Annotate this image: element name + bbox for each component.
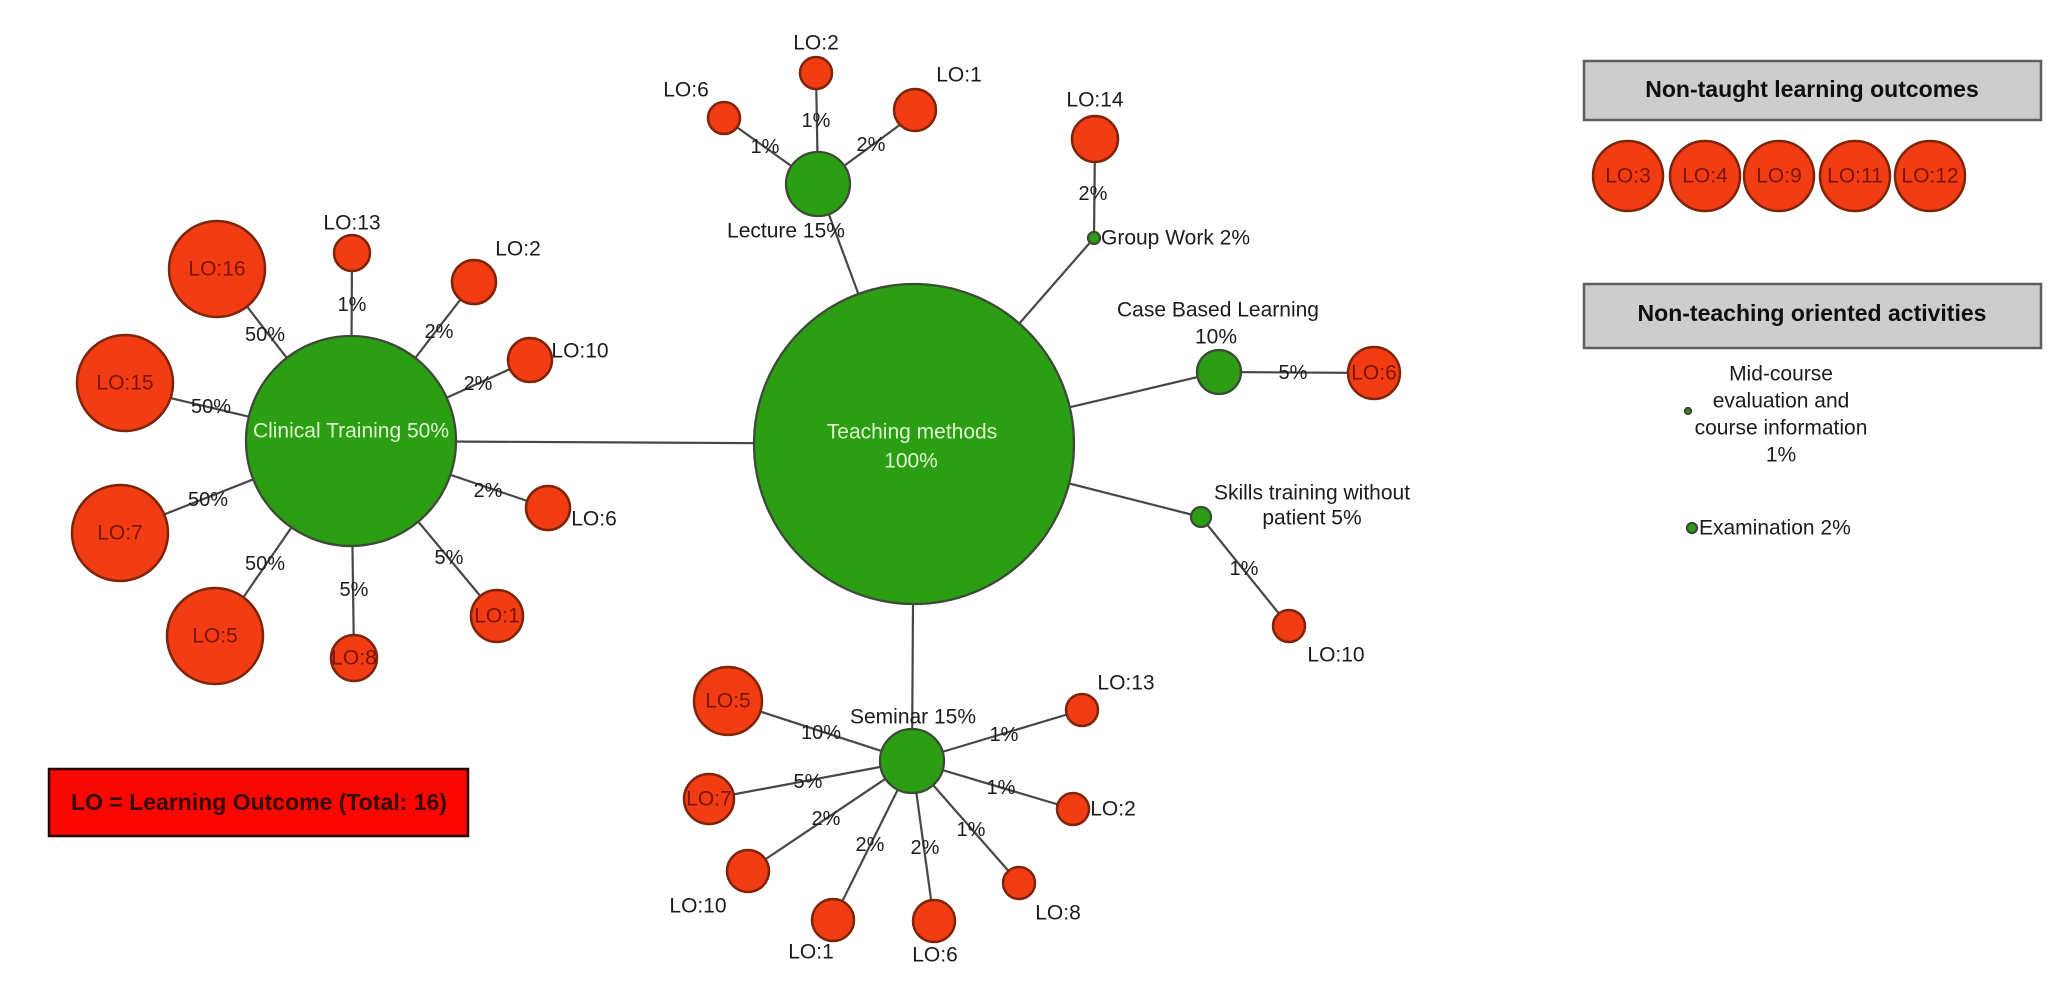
svg-text:LO:10: LO:10 [551, 340, 608, 363]
svg-text:1%: 1% [957, 819, 986, 841]
svg-text:50%: 50% [245, 553, 285, 575]
svg-text:course information: course information [1695, 417, 1868, 440]
svg-text:LO:7: LO:7 [686, 788, 732, 811]
svg-text:1%: 1% [990, 724, 1019, 746]
svg-text:Lecture 15%: Lecture 15% [727, 220, 845, 243]
svg-text:2%: 2% [464, 373, 493, 395]
svg-text:2%: 2% [857, 134, 886, 156]
svg-text:10%: 10% [1195, 326, 1237, 349]
svg-text:5%: 5% [794, 771, 823, 793]
svg-text:LO:9: LO:9 [1756, 165, 1802, 188]
svg-text:Non-taught learning outcomes: Non-taught learning outcomes [1645, 76, 1979, 102]
svg-text:Examination 2%: Examination 2% [1699, 517, 1851, 540]
svg-text:5%: 5% [340, 579, 369, 601]
svg-text:LO:1: LO:1 [936, 64, 982, 87]
svg-text:2%: 2% [425, 321, 454, 343]
svg-text:LO:10: LO:10 [1307, 644, 1364, 667]
svg-text:Teaching methods: Teaching methods [827, 421, 997, 444]
svg-text:LO = Learning Outcome (Total:: LO = Learning Outcome (Total: 16) [71, 789, 447, 815]
svg-text:LO:10: LO:10 [669, 895, 726, 918]
svg-text:LO:6: LO:6 [912, 944, 958, 967]
svg-text:LO:8: LO:8 [331, 647, 377, 670]
svg-text:LO:2: LO:2 [793, 32, 839, 55]
svg-text:LO:4: LO:4 [1682, 165, 1728, 188]
svg-text:10%: 10% [801, 722, 841, 744]
svg-text:LO:6: LO:6 [1351, 362, 1397, 385]
svg-text:patient 5%: patient 5% [1262, 507, 1361, 530]
svg-text:2%: 2% [856, 834, 885, 856]
svg-text:evaluation and: evaluation and [1713, 390, 1850, 413]
svg-text:Non-teaching oriented activiti: Non-teaching oriented activities [1638, 300, 1987, 326]
svg-text:2%: 2% [1079, 183, 1108, 205]
svg-text:LO:1: LO:1 [474, 605, 520, 628]
svg-text:LO:13: LO:13 [323, 212, 380, 235]
svg-text:LO:5: LO:5 [192, 625, 238, 648]
svg-text:2%: 2% [474, 480, 503, 502]
svg-text:LO:7: LO:7 [97, 522, 143, 545]
svg-text:LO:16: LO:16 [188, 258, 245, 281]
svg-text:Clinical Training 50%: Clinical Training 50% [253, 420, 449, 443]
svg-text:LO:2: LO:2 [495, 238, 541, 261]
svg-text:LO:15: LO:15 [96, 372, 153, 395]
svg-text:LO:13: LO:13 [1097, 672, 1154, 695]
svg-text:LO:6: LO:6 [571, 508, 617, 531]
svg-text:LO:5: LO:5 [705, 690, 751, 713]
svg-text:1%: 1% [751, 136, 780, 158]
svg-text:LO:3: LO:3 [1605, 165, 1651, 188]
svg-text:Case Based Learning: Case Based Learning [1117, 299, 1319, 322]
svg-text:Group Work 2%: Group Work 2% [1101, 227, 1250, 250]
svg-text:5%: 5% [435, 547, 464, 569]
svg-text:5%: 5% [1279, 362, 1308, 384]
svg-text:Seminar 15%: Seminar 15% [850, 706, 976, 729]
svg-text:1%: 1% [1766, 444, 1796, 467]
svg-text:LO:6: LO:6 [663, 79, 709, 102]
svg-text:LO:11: LO:11 [1827, 165, 1883, 188]
svg-text:1%: 1% [802, 110, 831, 132]
svg-text:LO:2: LO:2 [1090, 798, 1136, 821]
svg-text:LO:1: LO:1 [788, 941, 834, 964]
svg-text:100%: 100% [884, 450, 938, 473]
svg-text:LO:8: LO:8 [1035, 902, 1081, 925]
svg-text:1%: 1% [987, 777, 1016, 799]
svg-text:1%: 1% [338, 294, 367, 316]
svg-text:Skills training without: Skills training without [1214, 482, 1410, 505]
svg-text:Mid-course: Mid-course [1729, 363, 1833, 386]
svg-text:2%: 2% [812, 808, 841, 830]
svg-text:LO:14: LO:14 [1066, 89, 1124, 112]
svg-text:2%: 2% [911, 837, 940, 859]
svg-text:50%: 50% [191, 396, 231, 418]
svg-text:50%: 50% [188, 489, 228, 511]
svg-text:50%: 50% [245, 324, 285, 346]
svg-text:LO:12: LO:12 [1901, 165, 1958, 188]
svg-text:1%: 1% [1230, 558, 1259, 580]
